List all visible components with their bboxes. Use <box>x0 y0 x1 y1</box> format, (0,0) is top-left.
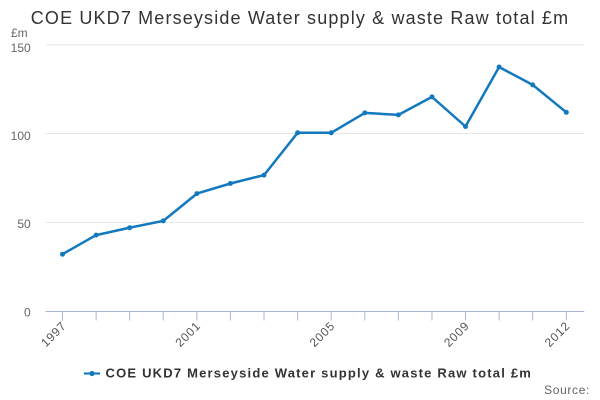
svg-text:2005: 2005 <box>307 319 338 350</box>
svg-text:COE UKD7 Merseyside Water supp: COE UKD7 Merseyside Water supply & waste… <box>31 8 569 28</box>
svg-text:Source:: Source: <box>544 383 590 397</box>
svg-text:50: 50 <box>17 217 31 231</box>
svg-text:2009: 2009 <box>441 319 472 350</box>
svg-text:0: 0 <box>24 306 31 320</box>
svg-text:COE UKD7 Merseyside Water supp: COE UKD7 Merseyside Water supply & waste… <box>106 366 533 381</box>
svg-text:100: 100 <box>11 129 31 143</box>
svg-text:2001: 2001 <box>172 319 203 350</box>
svg-text:150: 150 <box>11 41 31 55</box>
svg-text:£m: £m <box>11 26 28 40</box>
svg-text:2012: 2012 <box>542 319 573 350</box>
svg-text:1997: 1997 <box>38 319 69 350</box>
